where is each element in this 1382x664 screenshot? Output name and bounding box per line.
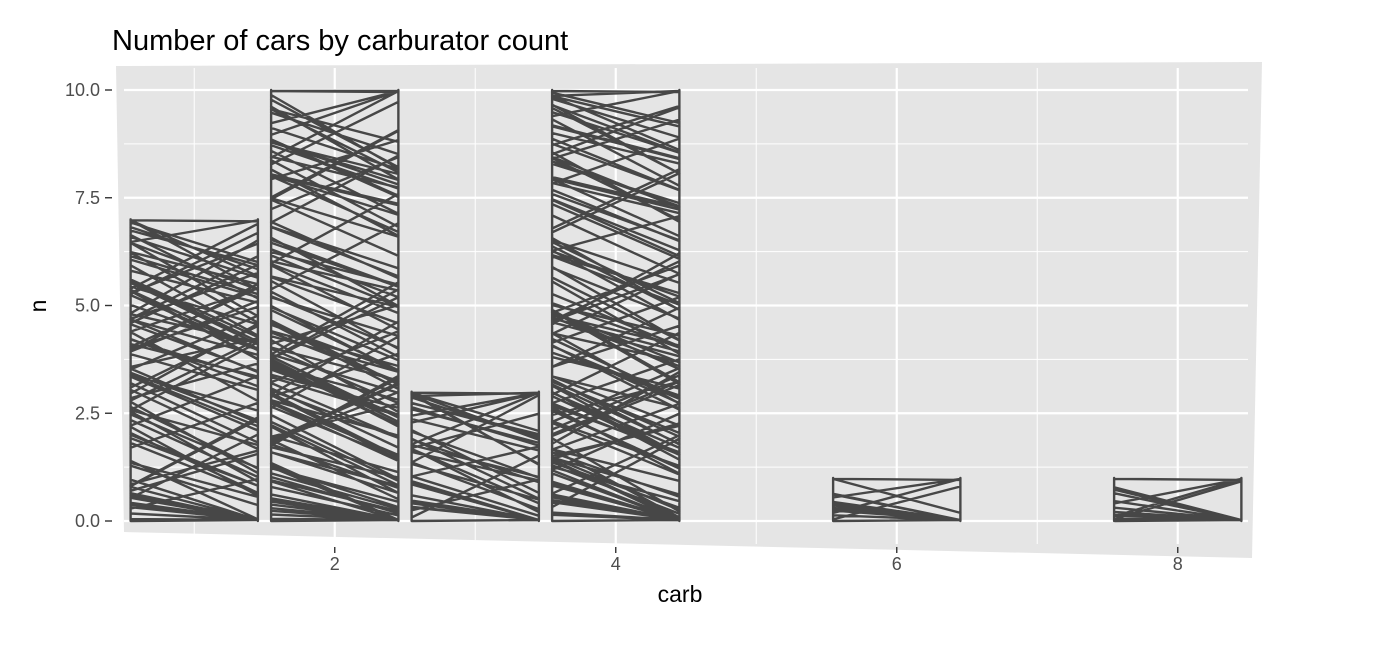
x-tick-label: 4: [611, 554, 621, 574]
y-tick-label: 10.0: [65, 80, 100, 100]
bar: [410, 390, 541, 523]
x-tick-label: 6: [892, 554, 902, 574]
bar: [831, 476, 962, 523]
chart-title: Number of cars by carburator count: [112, 25, 568, 57]
bar: [1112, 476, 1243, 523]
y-tick-label: 7.5: [75, 188, 100, 208]
plot-panel: [116, 62, 1262, 558]
x-axis: 2 4 6 8: [330, 547, 1183, 574]
x-tick-label: 2: [330, 554, 340, 574]
x-tick-label: 8: [1173, 554, 1183, 574]
y-tick-label: 5.0: [75, 296, 100, 316]
bar: [550, 88, 681, 523]
y-axis: 0.0 2.5 5.0 7.5 10.0: [65, 80, 112, 531]
y-tick-label: 2.5: [75, 403, 100, 423]
bars: [129, 88, 1243, 523]
y-axis-title: n: [25, 300, 51, 313]
x-axis-title: carb: [658, 581, 703, 607]
y-tick-label: 0.0: [75, 511, 100, 531]
bar: [269, 88, 400, 523]
bar: [129, 218, 260, 523]
